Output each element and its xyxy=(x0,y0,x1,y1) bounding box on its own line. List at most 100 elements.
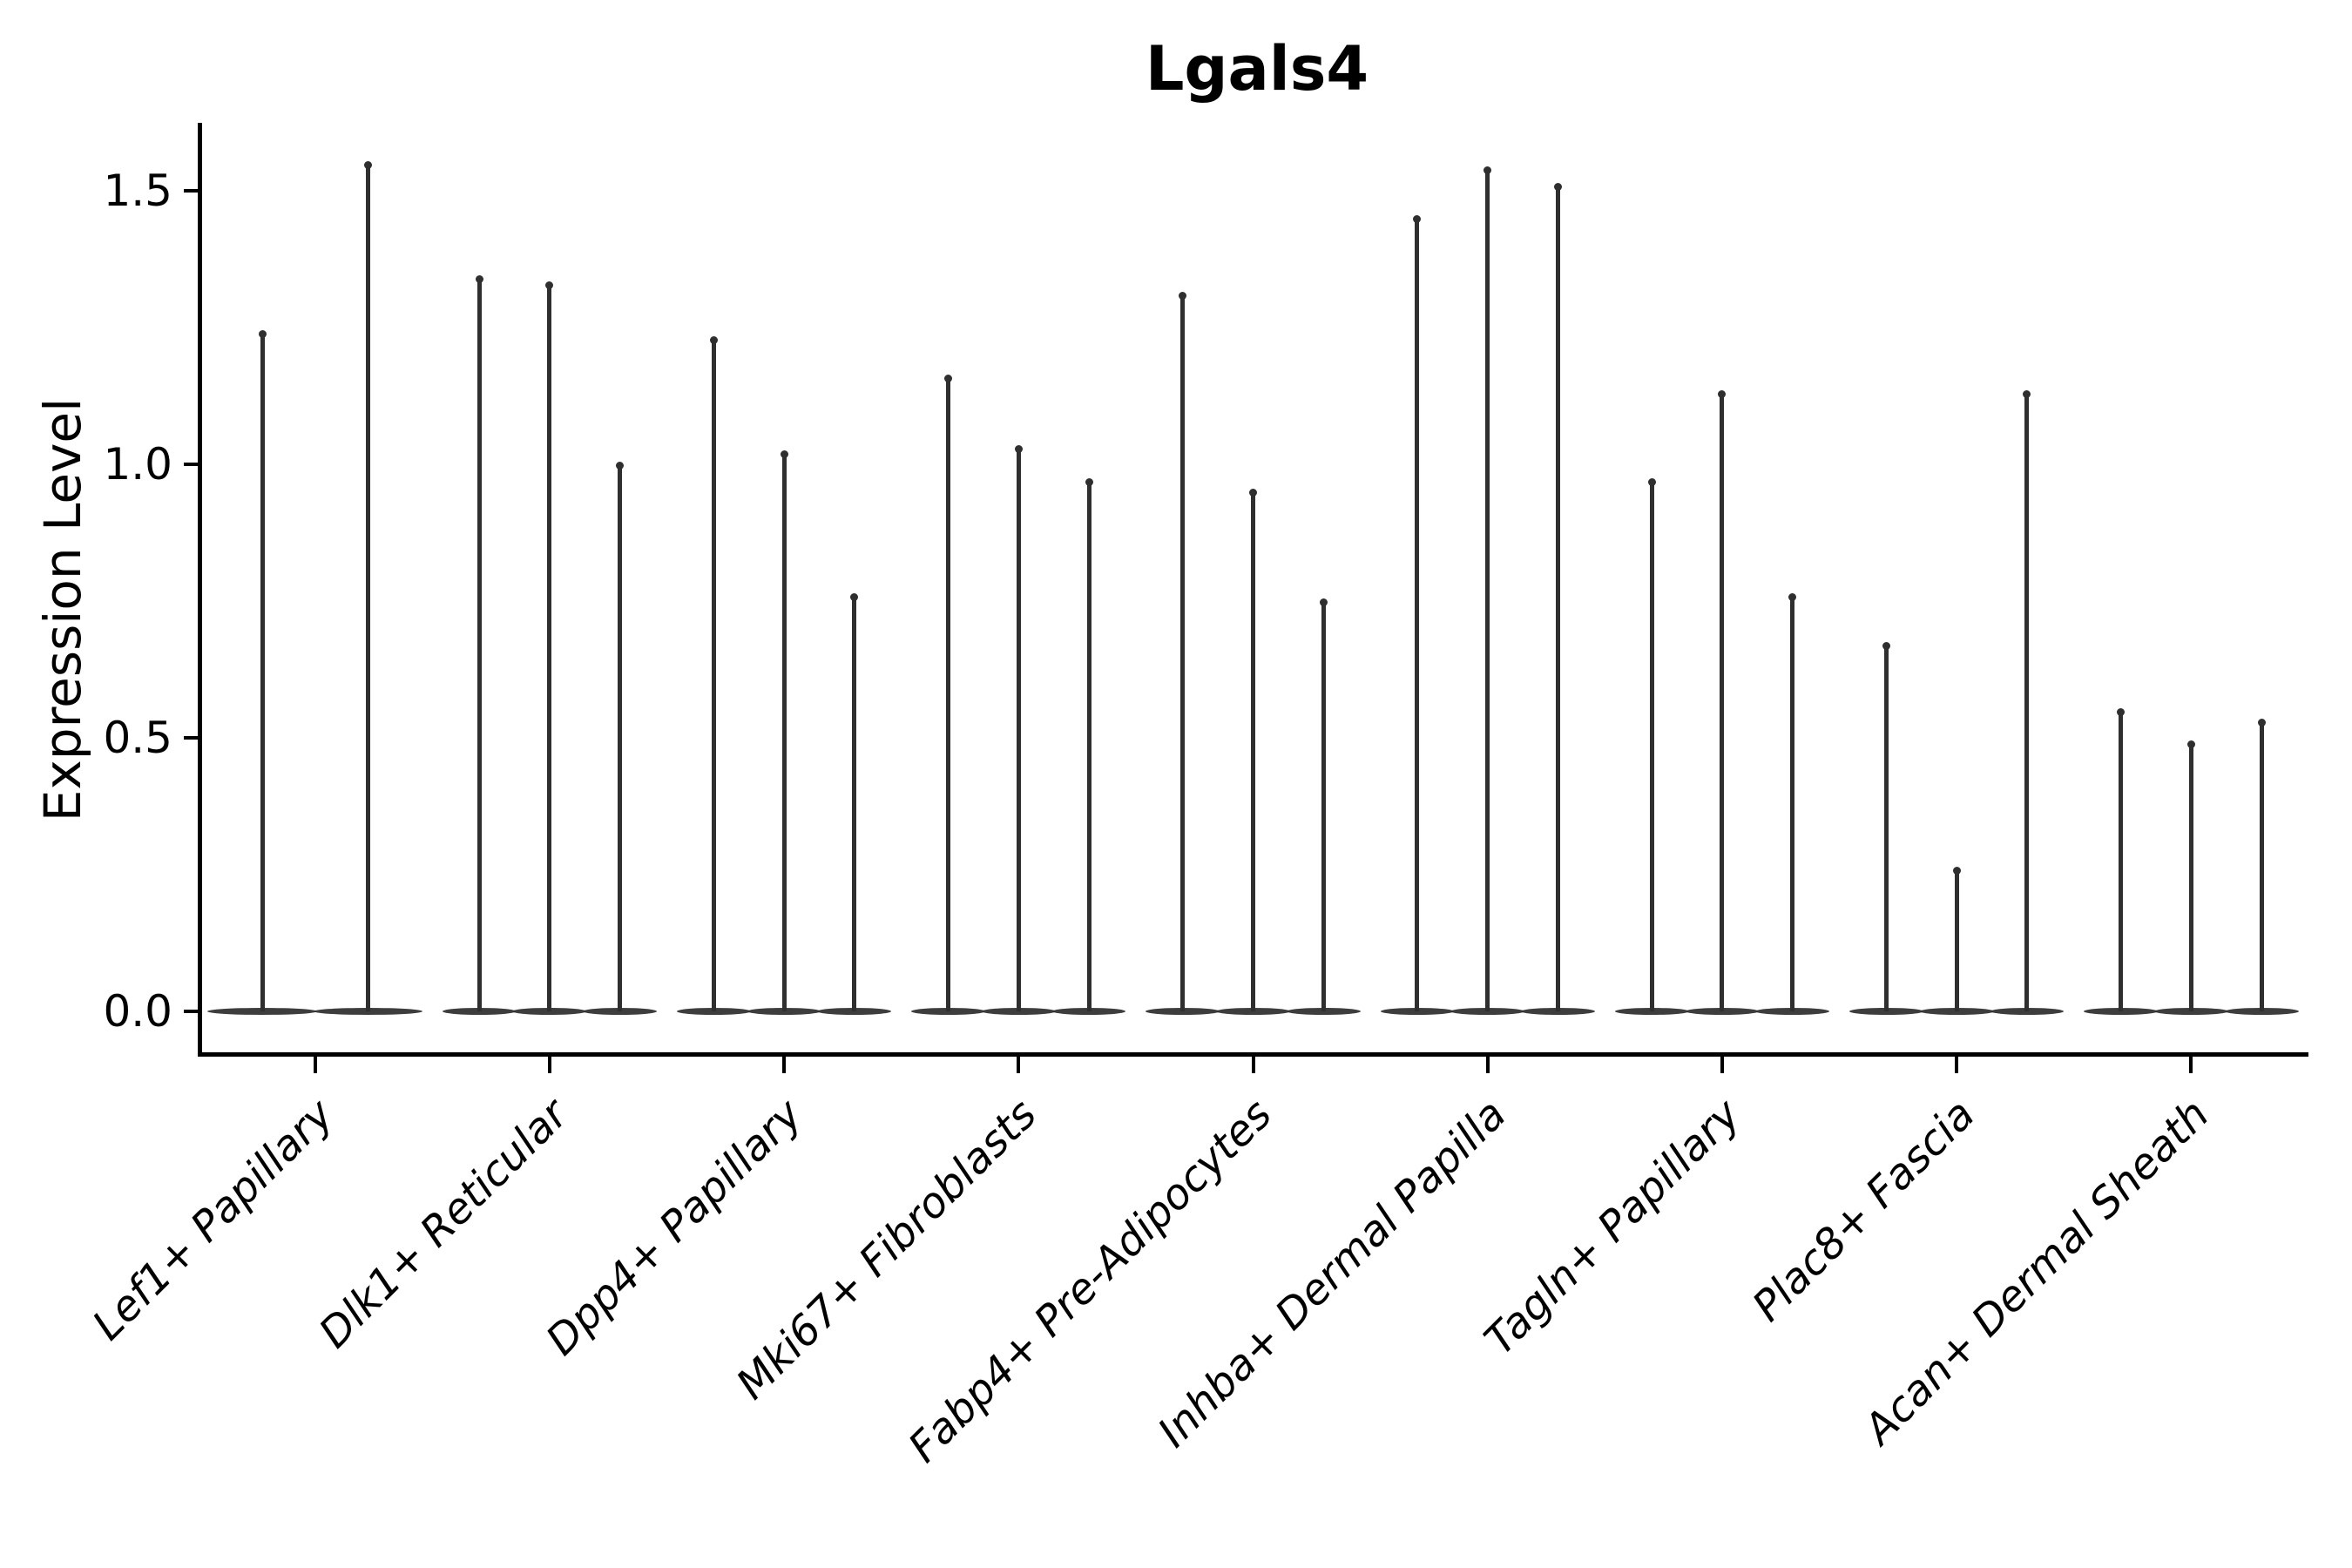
violin-spike xyxy=(946,376,950,1011)
x-tick-mark xyxy=(313,1056,317,1073)
x-axis-spine xyxy=(198,1052,2308,1057)
violin-base xyxy=(1450,1008,1525,1015)
violin-base xyxy=(442,1008,517,1015)
x-tick-label: Plac8+ Fascia xyxy=(1743,1090,1984,1331)
y-axis-label: Expression Level xyxy=(33,397,92,822)
violin-spike xyxy=(476,278,482,1011)
x-tick-label: Dpp4+ Papillary xyxy=(537,1090,812,1365)
violin-base xyxy=(1755,1008,1830,1015)
violin-spike-tip xyxy=(258,330,267,339)
violin-base xyxy=(1614,1008,1689,1015)
violin-spike xyxy=(2024,393,2030,1011)
violin-base xyxy=(1146,1008,1220,1015)
violin-spike xyxy=(260,333,265,1011)
violin-spike xyxy=(547,283,552,1011)
violin-spike xyxy=(1415,218,1420,1011)
x-tick-label: Mki67+ Fibroblasts xyxy=(727,1090,1047,1409)
violin-spike xyxy=(1954,868,1959,1011)
x-tick-mark xyxy=(1955,1056,1959,1073)
x-tick-mark xyxy=(1017,1056,1021,1073)
x-tick-label: Acan+ Dermal Sheath xyxy=(1855,1090,2220,1454)
violin-spike xyxy=(1649,480,1654,1011)
x-tick-label: Lef1+ Papillary xyxy=(83,1090,343,1350)
violin-base xyxy=(512,1008,587,1015)
violin-base xyxy=(1990,1008,2065,1015)
violin-base xyxy=(676,1008,751,1015)
x-tick-mark xyxy=(1251,1056,1255,1073)
violin-base xyxy=(817,1008,892,1015)
violin-spike-tip xyxy=(709,335,718,344)
violin-base xyxy=(2224,1008,2299,1015)
violin-base xyxy=(747,1008,821,1015)
violin-spike xyxy=(365,163,370,1011)
violin-spike-tip xyxy=(1319,598,1328,606)
x-tick-mark xyxy=(1720,1056,1724,1073)
violin-spike-tip xyxy=(850,592,859,601)
violin-base xyxy=(1286,1008,1361,1015)
violin-base xyxy=(583,1008,657,1015)
violin-base xyxy=(207,1008,317,1015)
violin-base xyxy=(1849,1008,1923,1015)
violin-base xyxy=(1051,1008,1126,1015)
violin-spike xyxy=(1321,601,1326,1011)
violin-base xyxy=(2154,1008,2228,1015)
violin-spike-tip xyxy=(1553,182,1562,191)
violin-spike xyxy=(1016,448,1021,1011)
violin-spike xyxy=(618,464,623,1011)
violin-spike-tip xyxy=(616,462,625,470)
violin-spike xyxy=(1251,491,1255,1011)
y-tick-label: 1.0 xyxy=(103,439,172,490)
violin-base xyxy=(1216,1008,1290,1015)
y-tick-mark xyxy=(184,463,198,466)
violin-spike-tip xyxy=(1647,477,1656,486)
y-tick-mark xyxy=(184,189,198,193)
violin-spike xyxy=(1790,595,1795,1011)
violin-spike-tip xyxy=(1014,445,1023,454)
x-tick-mark xyxy=(2189,1056,2193,1073)
violin-spike xyxy=(1883,645,1889,1011)
violin-spike-tip xyxy=(1788,592,1797,601)
violin-base xyxy=(313,1008,422,1015)
y-tick-mark xyxy=(184,736,198,740)
violin-base xyxy=(1685,1008,1760,1015)
violin-base xyxy=(1919,1008,1994,1015)
violin-spike xyxy=(2119,710,2124,1011)
violin-spike-tip xyxy=(2117,707,2126,716)
x-tick-mark xyxy=(547,1056,551,1073)
violin-spike-tip xyxy=(1249,489,1257,497)
violin-base xyxy=(911,1008,985,1015)
violin-spike-tip xyxy=(2186,740,2195,749)
violin-spike-tip xyxy=(363,160,372,169)
x-tick-label: Tagln+ Papillary xyxy=(1475,1090,1750,1365)
violin-spike-tip xyxy=(2257,719,2266,727)
violin-spike-tip xyxy=(780,450,788,459)
violin-base xyxy=(2084,1008,2158,1015)
violin-spike-tip xyxy=(475,275,483,284)
violin-spike-tip xyxy=(1085,477,1093,486)
violin-spike xyxy=(1180,294,1186,1011)
violin-spike-tip xyxy=(1484,166,1492,174)
violin-spike xyxy=(1485,168,1490,1011)
violin-spike-tip xyxy=(944,374,952,382)
violin-spike xyxy=(781,453,787,1011)
violin-base xyxy=(981,1008,1056,1015)
x-tick-label: Fabp4+ Pre-Adipocytes xyxy=(898,1090,1281,1472)
violin-spike xyxy=(711,338,716,1011)
y-tick-label: 1.5 xyxy=(103,166,172,216)
violin-spike xyxy=(2259,721,2264,1011)
violin-spike-tip xyxy=(1882,642,1890,651)
y-tick-label: 0.5 xyxy=(103,713,172,763)
y-tick-label: 0.0 xyxy=(103,986,172,1037)
violin-spike xyxy=(1720,393,1725,1011)
x-tick-mark xyxy=(782,1056,787,1073)
x-tick-mark xyxy=(1485,1056,1490,1073)
chart-title: Lgals4 xyxy=(1145,33,1369,105)
violin-base xyxy=(1521,1008,1595,1015)
violin-base xyxy=(1380,1008,1455,1015)
violin-spike-tip xyxy=(1179,292,1187,301)
y-tick-mark xyxy=(184,1010,198,1013)
violin-spike-tip xyxy=(1952,866,1961,875)
violin-spike-tip xyxy=(2023,390,2031,399)
x-tick-label: Dlk1+ Reticular xyxy=(309,1090,578,1358)
